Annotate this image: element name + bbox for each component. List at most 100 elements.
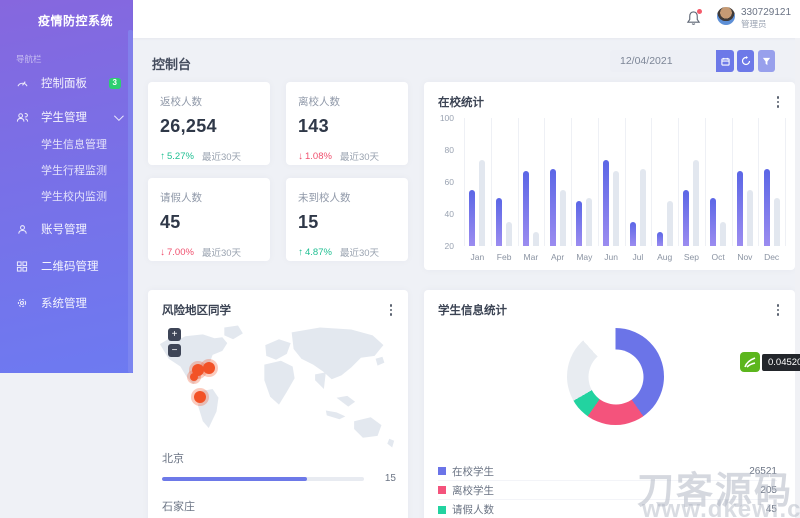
bar-gray — [479, 159, 486, 246]
chevron-down-icon — [113, 110, 124, 121]
bar-chart: 100 80 60 40 20 — [438, 113, 786, 251]
bar-group — [651, 118, 678, 246]
gridline — [544, 118, 546, 246]
world-map-svg — [159, 325, 395, 448]
legend-value: 45 — [765, 504, 777, 515]
legend-row[interactable]: 在校学生 26521 — [438, 462, 777, 481]
sidebar-item-label: 学生管理 — [41, 112, 87, 124]
risk-dot[interactable] — [190, 373, 198, 381]
stat-card-leave: 请假人数 45 ↓ 7.00% 最近30天 — [148, 178, 270, 261]
stat-value: 45 — [160, 212, 181, 232]
bar-purple — [629, 222, 636, 246]
world-map[interactable]: + − — [156, 318, 400, 460]
sidebar-item-students[interactable]: 学生管理 — [0, 103, 133, 131]
trend-arrow-icon: ↓ — [298, 150, 303, 162]
legend-swatch — [438, 505, 446, 514]
sidebar-subitem-student-travel[interactable]: 学生行程监测 — [41, 165, 107, 177]
legend-swatch — [438, 486, 446, 494]
donut-chart — [567, 328, 664, 425]
date-input[interactable] — [610, 50, 716, 72]
watermark-badge: 0.045200 — [740, 352, 800, 372]
gridline — [678, 118, 679, 246]
username: 330729121 — [741, 7, 792, 18]
gridline — [758, 118, 760, 246]
avatar[interactable] — [717, 7, 735, 25]
y-tick: 20 — [444, 241, 454, 251]
notification-dot — [697, 9, 702, 14]
stat-value: 26,254 — [160, 116, 217, 136]
date-picker — [610, 50, 734, 72]
sidebar-item-accounts[interactable]: 账号管理 — [0, 215, 133, 243]
user-info[interactable]: 330729121 管理员 — [741, 7, 791, 29]
x-tick: Jun — [604, 252, 618, 262]
app-title: 疫情防控系统 — [37, 14, 113, 28]
bar-purple — [763, 169, 770, 246]
nav-section-label: 导航栏 — [16, 54, 42, 64]
trend-period: 最近30天 — [201, 152, 242, 163]
risk-area-card: 风险地区同学 + − 北京 15 石家庄29 — [148, 290, 408, 518]
sidebar-scrollbar[interactable] — [128, 30, 133, 373]
gridline — [704, 118, 706, 246]
card-title: 在校统计 — [438, 97, 484, 109]
page-scrollbar[interactable] — [795, 38, 800, 518]
stat-trend: ↓ 7.00% 最近30天 — [160, 245, 258, 260]
leaf-icon — [740, 352, 760, 372]
bar-gray — [532, 231, 539, 246]
risk-city-list: 北京 15 石家庄29 — [162, 450, 396, 518]
risk-dot[interactable] — [203, 362, 215, 374]
map-zoom-out-button[interactable]: − — [168, 344, 181, 357]
trend-arrow-icon: ↑ — [298, 246, 303, 258]
card-title: 风险地区同学 — [162, 305, 231, 317]
refresh-button[interactable] — [737, 50, 754, 72]
stat-label: 未到校人数 — [298, 192, 351, 204]
trend-period: 最近30天 — [201, 248, 242, 259]
bar-group — [571, 118, 598, 246]
sidebar-subitem-student-info[interactable]: 学生信息管理 — [41, 139, 107, 151]
bar-group — [518, 118, 545, 246]
notification-bell-icon[interactable] — [686, 9, 702, 28]
map-zoom-in-button[interactable]: + — [168, 328, 181, 341]
risk-dot[interactable] — [194, 391, 206, 403]
legend-label: 离校学生 — [452, 484, 494, 497]
bar-gray — [720, 222, 727, 246]
gridline — [517, 118, 519, 246]
bar-gray — [773, 198, 780, 246]
x-tick: Jan — [470, 252, 485, 262]
kebab-menu-icon[interactable] — [775, 302, 782, 318]
y-tick: 80 — [444, 145, 454, 155]
bar-group — [625, 118, 652, 246]
stat-label: 返校人数 — [160, 96, 202, 108]
bar-purple — [576, 201, 583, 246]
calendar-button[interactable] — [716, 50, 734, 72]
gauge-icon — [16, 77, 30, 89]
watermark-value: 0.045200 — [762, 353, 800, 371]
legend-label: 请假人数 — [452, 504, 494, 516]
sidebar-item-label: 二维码管理 — [41, 261, 99, 273]
sidebar: 疫情防控系统 导航栏 控制面板 3 学生管理 学生信息管理 学生行程监测 学生校… — [0, 0, 133, 373]
sidebar-item-label: 系统管理 — [41, 298, 87, 310]
bar-purple — [603, 159, 610, 246]
sidebar-subitem-student-campus[interactable]: 学生校内监测 — [41, 191, 107, 203]
stat-card-returned: 返校人数 26,254 ↑ 5.27% 最近30天 — [148, 82, 270, 165]
kebab-menu-icon[interactable] — [388, 302, 395, 318]
gridline — [597, 118, 599, 246]
stat-card-absent: 未到校人数 15 ↑ 4.87% 最近30天 — [286, 178, 408, 261]
x-tick: May — [576, 252, 593, 262]
legend-row[interactable]: 请假人数 45 — [438, 500, 777, 518]
bar-gray — [506, 222, 513, 246]
risk-city-row: 北京 15 — [162, 450, 396, 484]
student-info-card: 学生信息统计 在校学生 26521 离校学生 205 请假人数 45 — [424, 290, 795, 518]
sidebar-item-dashboard[interactable]: 控制面板 3 — [0, 69, 133, 97]
sidebar-item-qrcode[interactable]: 二维码管理 — [0, 252, 133, 280]
legend-row[interactable]: 离校学生 205 — [438, 481, 777, 500]
filter-button[interactable] — [758, 50, 775, 72]
user-role: 管理员 — [741, 19, 767, 29]
dashboard-badge: 3 — [108, 77, 121, 89]
x-tick: Dec — [764, 252, 780, 262]
x-tick: Oct — [711, 252, 725, 262]
y-tick: 40 — [444, 209, 454, 219]
bar-group — [705, 118, 732, 246]
sidebar-item-system[interactable]: 系统管理 — [0, 289, 133, 317]
bar-group — [732, 118, 759, 246]
kebab-menu-icon[interactable] — [775, 94, 782, 110]
